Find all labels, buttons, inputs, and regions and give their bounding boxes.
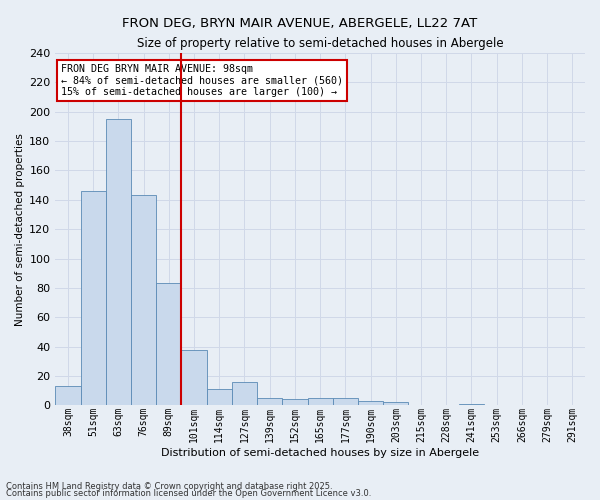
Bar <box>333 398 358 406</box>
Bar <box>156 284 181 406</box>
X-axis label: Distribution of semi-detached houses by size in Abergele: Distribution of semi-detached houses by … <box>161 448 479 458</box>
Bar <box>283 400 308 406</box>
Title: Size of property relative to semi-detached houses in Abergele: Size of property relative to semi-detach… <box>137 38 503 51</box>
Bar <box>181 350 206 406</box>
Bar <box>257 398 283 406</box>
Text: Contains HM Land Registry data © Crown copyright and database right 2025.: Contains HM Land Registry data © Crown c… <box>6 482 332 491</box>
Y-axis label: Number of semi-detached properties: Number of semi-detached properties <box>15 132 25 326</box>
Bar <box>80 191 106 406</box>
Bar <box>206 389 232 406</box>
Bar <box>55 386 80 406</box>
Bar <box>131 196 156 406</box>
Bar <box>106 119 131 406</box>
Bar <box>232 382 257 406</box>
Bar <box>358 401 383 406</box>
Text: Contains public sector information licensed under the Open Government Licence v3: Contains public sector information licen… <box>6 489 371 498</box>
Text: FRON DEG BRYN MAIR AVENUE: 98sqm
← 84% of semi-detached houses are smaller (560): FRON DEG BRYN MAIR AVENUE: 98sqm ← 84% o… <box>61 64 343 97</box>
Text: FRON DEG, BRYN MAIR AVENUE, ABERGELE, LL22 7AT: FRON DEG, BRYN MAIR AVENUE, ABERGELE, LL… <box>122 18 478 30</box>
Bar <box>459 404 484 406</box>
Bar <box>383 402 409 406</box>
Bar <box>308 398 333 406</box>
